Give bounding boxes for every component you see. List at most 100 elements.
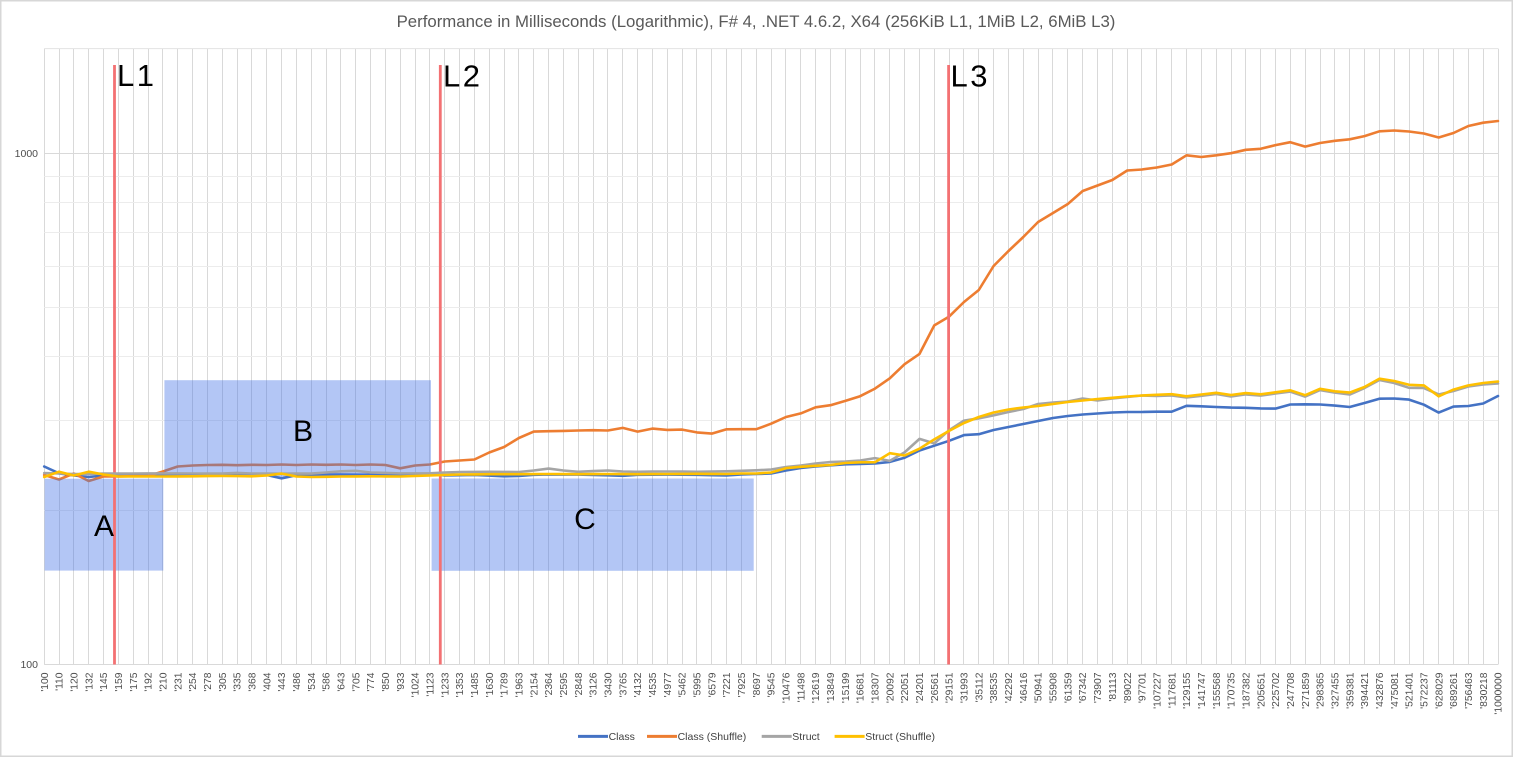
svg-text:'231: '231	[173, 672, 184, 691]
svg-text:'210: '210	[159, 672, 170, 691]
svg-text:'4977: '4977	[663, 672, 674, 697]
svg-text:'278: '278	[203, 672, 214, 691]
svg-text:'572237: '572237	[1420, 672, 1431, 709]
svg-text:'13849: '13849	[826, 672, 837, 703]
svg-text:'12619: '12619	[811, 672, 822, 703]
svg-text:'16681: '16681	[856, 672, 867, 703]
svg-text:1000: 1000	[15, 148, 39, 160]
svg-text:'35112: '35112	[974, 672, 985, 702]
svg-text:'689261: '689261	[1449, 672, 1460, 709]
svg-text:'132: '132	[84, 672, 95, 691]
svg-text:'475081: '475081	[1390, 672, 1401, 709]
svg-text:A: A	[94, 510, 114, 543]
svg-text:'586: '586	[322, 672, 333, 691]
svg-text:'24201: '24201	[915, 672, 926, 703]
svg-text:'192: '192	[144, 672, 155, 691]
svg-text:'6579: '6579	[707, 672, 718, 697]
svg-text:'8697: '8697	[752, 672, 763, 697]
svg-text:'1000000: '1000000	[1494, 672, 1505, 714]
svg-text:'534: '534	[307, 672, 318, 691]
svg-text:'4132: '4132	[633, 672, 644, 697]
svg-text:'205651: '205651	[1256, 672, 1267, 709]
svg-text:'97701: '97701	[1138, 672, 1149, 703]
svg-text:Struct (Shuffle): Struct (Shuffle)	[865, 731, 935, 743]
svg-text:'394421: '394421	[1360, 672, 1371, 709]
svg-text:L2: L2	[443, 59, 482, 94]
svg-text:'368: '368	[248, 672, 259, 691]
svg-text:'3126: '3126	[589, 672, 600, 697]
svg-text:'1024: '1024	[411, 672, 422, 697]
svg-text:'1630: '1630	[485, 672, 496, 697]
svg-text:'359381: '359381	[1345, 672, 1356, 709]
svg-text:'46416: '46416	[1019, 672, 1030, 703]
svg-text:'155568: '155568	[1212, 672, 1223, 709]
svg-text:'18307: '18307	[871, 672, 882, 703]
svg-text:'335: '335	[233, 672, 244, 691]
svg-text:'81113: '81113	[1108, 672, 1119, 701]
svg-text:'271859: '271859	[1301, 672, 1312, 709]
svg-text:'404: '404	[262, 672, 273, 691]
svg-text:'933: '933	[396, 672, 407, 691]
svg-text:C: C	[574, 503, 596, 536]
svg-text:'29151: '29151	[945, 672, 956, 703]
svg-text:'42292: '42292	[1004, 672, 1015, 703]
svg-text:'38535: '38535	[989, 672, 1000, 703]
svg-text:'7221: '7221	[722, 672, 733, 697]
svg-text:'3430: '3430	[604, 672, 615, 697]
svg-text:'117681: '117681	[1167, 672, 1178, 708]
svg-text:'5995: '5995	[693, 672, 704, 697]
svg-text:'2595: '2595	[559, 672, 570, 697]
svg-text:L1: L1	[117, 58, 156, 93]
svg-text:L3: L3	[951, 59, 990, 94]
svg-text:'31993: '31993	[960, 672, 971, 703]
svg-text:'55908: '55908	[1049, 672, 1060, 703]
svg-text:'15199: '15199	[841, 672, 852, 703]
svg-text:'1485: '1485	[470, 672, 481, 697]
svg-text:'705: '705	[351, 672, 362, 691]
svg-text:'298365: '298365	[1316, 672, 1327, 709]
svg-text:'9545: '9545	[767, 672, 778, 697]
svg-text:'774: '774	[366, 672, 377, 691]
svg-text:'254: '254	[188, 672, 199, 691]
svg-text:'628029: '628029	[1434, 672, 1445, 709]
svg-text:'521401: '521401	[1405, 672, 1416, 709]
svg-text:'2848: '2848	[574, 672, 585, 697]
svg-text:'22051: '22051	[900, 672, 911, 703]
svg-text:'1353: '1353	[455, 672, 466, 697]
svg-text:'110: '110	[55, 672, 66, 691]
svg-text:B: B	[293, 415, 313, 448]
svg-text:'170735: '170735	[1227, 672, 1238, 709]
svg-text:'175: '175	[129, 672, 140, 691]
svg-text:'247708: '247708	[1286, 672, 1297, 709]
svg-text:'643: '643	[337, 672, 348, 691]
svg-text:'830218: '830218	[1479, 672, 1490, 709]
svg-text:Class: Class	[609, 731, 635, 743]
svg-text:'1789: '1789	[500, 672, 511, 697]
svg-text:'145: '145	[99, 672, 110, 691]
svg-text:'432876: '432876	[1375, 672, 1386, 709]
svg-text:'1123: '1123	[426, 672, 437, 696]
svg-text:'26561: '26561	[930, 672, 941, 703]
svg-text:'5462: '5462	[678, 672, 689, 697]
svg-text:'10476: '10476	[782, 672, 793, 703]
svg-text:'107227: '107227	[1152, 672, 1163, 709]
svg-text:'3765: '3765	[618, 672, 629, 697]
svg-text:'4535: '4535	[648, 672, 659, 697]
svg-text:'225702: '225702	[1271, 672, 1282, 709]
svg-text:Performance in Milliseconds (L: Performance in Milliseconds (Logarithmic…	[397, 12, 1116, 31]
svg-text:'61359: '61359	[1063, 672, 1074, 703]
svg-text:'89022: '89022	[1123, 672, 1134, 703]
svg-text:'100: '100	[40, 672, 51, 691]
svg-text:Struct: Struct	[792, 731, 820, 743]
svg-text:Class (Shuffle): Class (Shuffle)	[678, 731, 747, 743]
svg-text:'1963: '1963	[515, 672, 526, 697]
svg-text:'305: '305	[218, 672, 229, 691]
svg-text:'11498: '11498	[796, 672, 807, 702]
svg-text:'129155: '129155	[1182, 672, 1193, 709]
svg-text:'67342: '67342	[1078, 672, 1089, 703]
svg-text:'141747: '141747	[1197, 672, 1208, 709]
svg-text:'73907: '73907	[1093, 672, 1104, 703]
svg-text:'2364: '2364	[544, 672, 555, 697]
svg-text:'187382: '187382	[1241, 672, 1252, 709]
svg-text:100: 100	[20, 659, 38, 671]
